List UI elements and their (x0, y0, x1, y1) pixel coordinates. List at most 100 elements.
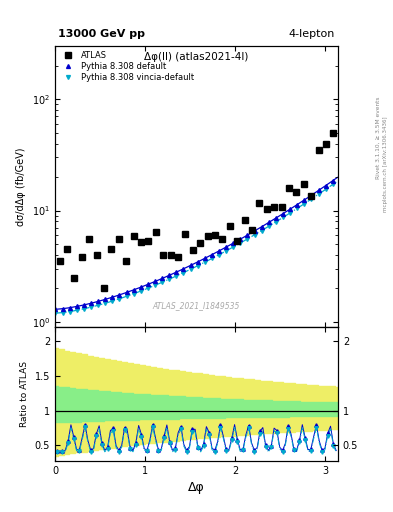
Pythia 8.308 default (96, 298, 101, 305)
Pythia 8.308 vincia-default (238, 240, 243, 246)
ATLAS (242, 217, 247, 223)
Pythia 8.308 default (266, 219, 271, 225)
Pythia 8.308 default (309, 192, 314, 198)
Pythia 8.308 default (259, 224, 264, 230)
ATLAS (272, 204, 277, 210)
Pythia 8.308 default (138, 284, 143, 290)
Pythia 8.308 vincia-default (160, 279, 165, 285)
Pythia 8.308 vincia-default (323, 186, 328, 193)
Pythia 8.308 default (145, 281, 150, 287)
ATLAS (198, 240, 202, 246)
Pythia 8.308 vincia-default (145, 285, 150, 291)
Text: Δφ(ll) (atlas2021-4l): Δφ(ll) (atlas2021-4l) (144, 52, 249, 62)
ATLAS (324, 140, 329, 146)
Pythia 8.308 default (288, 206, 292, 212)
ATLAS (279, 204, 284, 210)
Pythia 8.308 default (174, 269, 179, 275)
Pythia 8.308 default (181, 266, 186, 272)
ATLAS (191, 247, 195, 253)
Pythia 8.308 default (188, 262, 193, 268)
Pythia 8.308 vincia-default (245, 236, 250, 242)
Pythia 8.308 vincia-default (259, 227, 264, 233)
Pythia 8.308 vincia-default (96, 302, 101, 308)
Pythia 8.308 vincia-default (117, 295, 122, 302)
Text: mcplots.cern.ch [arXiv:1306.3436]: mcplots.cern.ch [arXiv:1306.3436] (383, 116, 388, 211)
Text: 13000 GeV pp: 13000 GeV pp (58, 29, 145, 39)
Pythia 8.308 vincia-default (103, 300, 108, 306)
Pythia 8.308 default (209, 251, 214, 258)
Text: ATLAS_2021_I1849535: ATLAS_2021_I1849535 (153, 301, 240, 310)
ATLAS (264, 206, 269, 212)
Pythia 8.308 vincia-default (309, 196, 314, 202)
Pythia 8.308 default (67, 305, 72, 311)
Pythia 8.308 vincia-default (60, 309, 65, 315)
Pythia 8.308 vincia-default (131, 291, 136, 297)
Pythia 8.308 default (152, 279, 157, 285)
ATLAS (57, 258, 62, 264)
Pythia 8.308 vincia-default (217, 252, 221, 258)
Pythia 8.308 vincia-default (209, 255, 214, 262)
Pythia 8.308 vincia-default (67, 308, 72, 314)
Pythia 8.308 default (202, 255, 207, 262)
Pythia 8.308 vincia-default (53, 310, 58, 316)
ATLAS (213, 232, 217, 239)
ATLAS (64, 246, 69, 252)
Pythia 8.308 default (117, 292, 122, 298)
Pythia 8.308 vincia-default (274, 219, 278, 225)
Pythia 8.308 vincia-default (188, 266, 193, 272)
Pythia 8.308 default (245, 232, 250, 238)
Pythia 8.308 default (323, 182, 328, 188)
Pythia 8.308 vincia-default (224, 248, 228, 254)
Pythia 8.308 default (82, 302, 86, 308)
Line: Pythia 8.308 default: Pythia 8.308 default (53, 179, 335, 311)
Pythia 8.308 vincia-default (152, 282, 157, 288)
ATLAS (309, 194, 314, 200)
Pythia 8.308 vincia-default (195, 263, 200, 269)
X-axis label: Δφ: Δφ (188, 481, 205, 494)
ATLAS (250, 227, 254, 233)
Pythia 8.308 default (274, 215, 278, 221)
ATLAS (316, 147, 321, 153)
Pythia 8.308 default (302, 197, 307, 203)
Y-axis label: dσ/dΔφ (fb/GeV): dσ/dΔφ (fb/GeV) (16, 147, 26, 226)
Pythia 8.308 default (331, 178, 335, 184)
Pythia 8.308 default (167, 272, 172, 279)
Pythia 8.308 default (124, 289, 129, 295)
Pythia 8.308 vincia-default (89, 304, 94, 310)
Pythia 8.308 vincia-default (82, 306, 86, 312)
ATLAS (139, 239, 143, 245)
ATLAS (79, 254, 84, 261)
ATLAS (228, 223, 232, 229)
Pythia 8.308 default (217, 248, 221, 254)
ATLAS (205, 233, 210, 239)
ATLAS (153, 228, 158, 234)
Text: Rivet 3.1.10, ≥ 3.5M events: Rivet 3.1.10, ≥ 3.5M events (375, 97, 380, 180)
Y-axis label: Ratio to ATLAS: Ratio to ATLAS (20, 361, 29, 427)
ATLAS (124, 258, 129, 264)
Pythia 8.308 vincia-default (74, 307, 79, 313)
Line: Pythia 8.308 vincia-default: Pythia 8.308 vincia-default (53, 182, 335, 315)
Pythia 8.308 vincia-default (252, 232, 257, 238)
Pythia 8.308 default (89, 300, 94, 306)
Pythia 8.308 vincia-default (167, 276, 172, 282)
Pythia 8.308 default (238, 236, 243, 242)
Pythia 8.308 vincia-default (138, 288, 143, 294)
Pythia 8.308 vincia-default (174, 273, 179, 279)
ATLAS (331, 130, 336, 136)
ATLAS (294, 188, 299, 195)
Pythia 8.308 vincia-default (110, 298, 115, 304)
Pythia 8.308 vincia-default (124, 293, 129, 300)
ATLAS (235, 238, 240, 244)
ATLAS (176, 254, 180, 260)
ATLAS (109, 246, 114, 252)
Pythia 8.308 default (281, 210, 285, 217)
ATLAS (72, 274, 77, 281)
Pythia 8.308 default (160, 275, 165, 282)
Pythia 8.308 default (295, 201, 299, 207)
ATLAS (87, 237, 92, 243)
ATLAS (257, 200, 262, 206)
Pythia 8.308 default (60, 306, 65, 312)
Pythia 8.308 default (74, 303, 79, 309)
Pythia 8.308 default (103, 296, 108, 303)
Pythia 8.308 default (131, 287, 136, 293)
